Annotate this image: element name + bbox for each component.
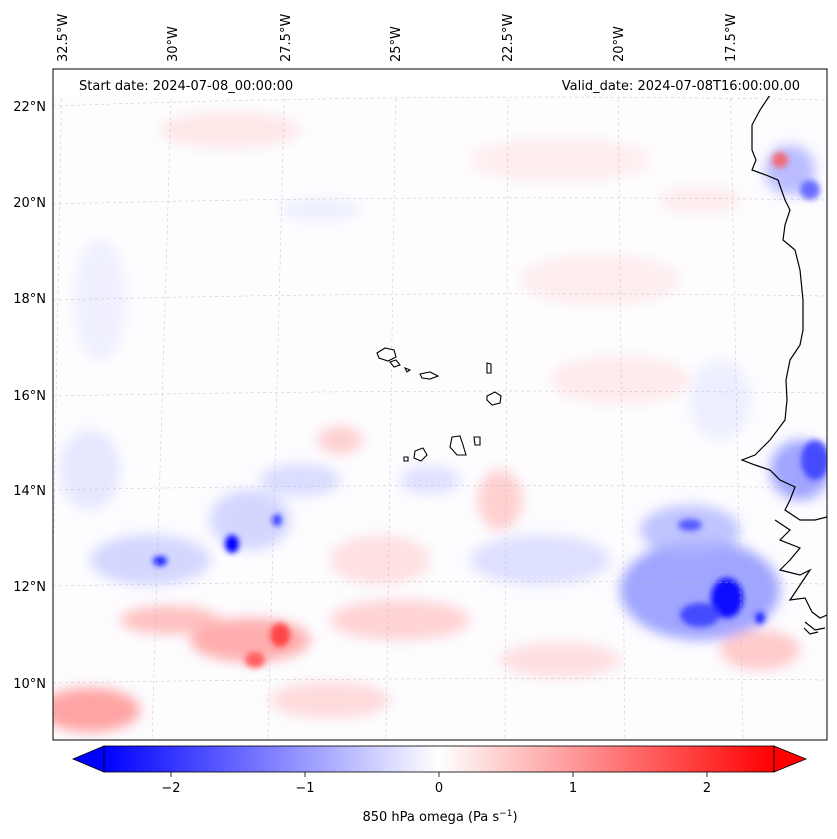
start-date-label: Start date: 2024-07-08_00:00:00 (79, 79, 293, 94)
colorbar-bar (104, 746, 774, 772)
colorbar-label-main: 850 hPa omega (Pa s (362, 810, 499, 825)
lat-label-18n: 18°N (13, 292, 46, 307)
island-boa-vista (486, 391, 502, 406)
latitude-labels: 22°N 20°N 18°N 16°N 14°N 12°N 10°N (13, 100, 46, 692)
omega-cores (153, 152, 827, 668)
lat-label-12n: 12°N (13, 580, 46, 595)
cape-verde-islands (376, 347, 502, 462)
colorbar-tick-neg2: −2 (161, 781, 180, 796)
lon-label-30w: 30°W (166, 26, 181, 62)
colorbar-ticks (170, 772, 708, 777)
colorbar-extend-low (71, 745, 105, 773)
island-sao-vicente (389, 359, 401, 368)
lon-label-27-5w: 27.5°W (279, 14, 294, 62)
island-brava (403, 456, 409, 462)
map-panel (53, 69, 827, 740)
island-sal (486, 362, 492, 374)
colorbar-label-close: ) (512, 810, 517, 825)
island-santiago (449, 435, 467, 456)
colorbar-tick-neg1: −1 (295, 781, 314, 796)
longitude-labels: 32.5°W 30°W 27.5°W 25°W 22.5°W 20°W 17.5… (56, 14, 739, 62)
colorbar-tick-1: 1 (569, 781, 577, 796)
colorbar-label-exponent: −1 (499, 809, 512, 819)
lon-label-22-5w: 22.5°W (501, 14, 516, 62)
lat-label-10n: 10°N (13, 677, 46, 692)
colorbar-tick-2: 2 (703, 781, 711, 796)
coastline (740, 94, 827, 635)
lon-label-20w: 20°W (612, 26, 627, 62)
island-sao-nicolau (419, 371, 440, 380)
west-africa-coastline (740, 94, 827, 521)
lon-label-32-5w: 32.5°W (56, 14, 71, 62)
omega-field (53, 112, 827, 732)
colorbar-label: 850 hPa omega (Pa s−1) (362, 809, 517, 825)
colorbar-tick-0: 0 (435, 781, 443, 796)
island-fogo (413, 447, 428, 462)
gridlines (53, 69, 827, 740)
lat-label-22n: 22°N (13, 100, 46, 115)
lat-label-20n: 20°N (13, 196, 46, 211)
lon-label-25w: 25°W (389, 26, 404, 62)
map-frame (52, 68, 828, 741)
lon-label-17-5w: 17.5°W (724, 14, 739, 62)
colorbar: −2 −1 0 1 2 850 hPa omega (Pa s−1) (71, 745, 808, 825)
island-santa-luzia (403, 366, 412, 373)
valid-date-label: Valid_date: 2024-07-08T16:00:00.00 (562, 79, 800, 94)
lat-label-14n: 14°N (13, 484, 46, 499)
colorbar-extend-high (773, 745, 808, 773)
island-maio (473, 436, 481, 446)
lat-label-16n: 16°N (13, 389, 46, 404)
island-santo-antao (376, 347, 397, 362)
header-strip (53, 69, 827, 96)
